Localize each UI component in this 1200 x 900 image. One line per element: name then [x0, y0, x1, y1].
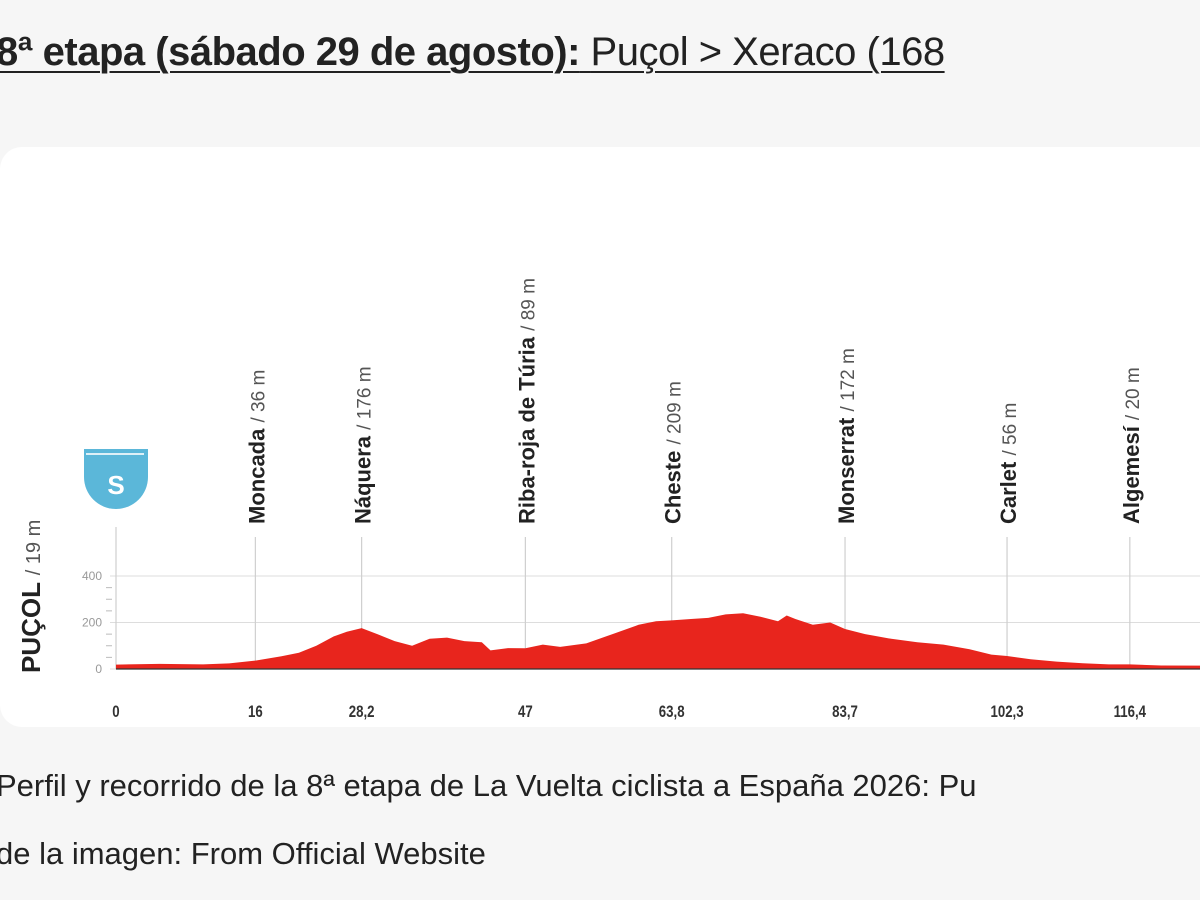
caption-line-1: Perfil y recorrido de la 8ª etapa de La … — [0, 768, 977, 803]
x-tick-label: 16 — [248, 703, 263, 722]
waypoint-name: Cheste — [661, 445, 686, 524]
start-badge — [84, 449, 148, 509]
waypoint-name: Monserrat — [834, 412, 859, 524]
waypoint-altitude: / 20 m — [1123, 367, 1144, 420]
start-badge-letter: S — [107, 470, 124, 500]
waypoint-label: Monserrat / 172 m — [834, 348, 859, 524]
waypoint-name: Algemesí — [1119, 420, 1144, 524]
waypoint-name: Náquera — [351, 430, 376, 524]
waypoint-label: Cheste / 209 m — [661, 381, 686, 524]
waypoint-altitude: / 36 m — [248, 370, 269, 423]
y-tick-label: 0 — [95, 662, 102, 676]
start-town-name: PUÇOL — [16, 575, 46, 673]
y-tick-label: 400 — [82, 569, 102, 583]
waypoint-name: Moncada — [244, 423, 269, 524]
waypoint-altitude: / 56 m — [1000, 403, 1021, 456]
start-town-altitude: / 19 m — [23, 520, 45, 576]
stage-heading-route: Puçol > Xeraco (168 — [590, 30, 946, 74]
x-tick-label: 0 — [112, 703, 119, 722]
waypoint-altitude: / 89 m — [518, 278, 539, 331]
x-tick-label: 63,8 — [659, 703, 685, 722]
waypoint-name: Carlet — [996, 456, 1021, 524]
waypoint-label: Carlet / 56 m — [996, 403, 1021, 524]
waypoint-name: Riba-roja de Túria — [514, 331, 539, 524]
stage-heading-bold: 8ª etapa (sábado 29 de agosto): — [0, 30, 580, 74]
waypoint-altitude: / 176 m — [355, 366, 376, 429]
elevation-area — [116, 613, 1200, 669]
waypoint-altitude: / 209 m — [665, 381, 686, 444]
y-tick-label: 200 — [82, 616, 102, 630]
x-tick-label: 102,3 — [990, 703, 1023, 722]
waypoint-label: Algemesí / 20 m — [1119, 367, 1144, 524]
waypoint-label: Moncada / 36 m — [244, 370, 269, 524]
stage-heading[interactable]: 8ª etapa (sábado 29 de agosto): Puçol > … — [0, 24, 945, 80]
waypoint-label: Náquera / 176 m — [351, 366, 376, 524]
waypoint-altitude: / 172 m — [838, 348, 859, 411]
profile-card: 0 200 400 Moncada / 36 m Náquera / 176 m Rib… — [0, 147, 1200, 727]
x-tick-label: 83,7 — [832, 703, 858, 722]
waypoint-label: Riba-roja de Túria / 89 m — [514, 278, 539, 524]
x-tick-label: 28,2 — [349, 703, 375, 722]
elevation-profile-chart: 0 200 400 Moncada / 36 m Náquera / 176 m Rib… — [16, 278, 1200, 722]
caption-line-2: de la imagen: From Official Website — [0, 836, 486, 871]
x-tick-label: 116,4 — [1114, 703, 1147, 722]
start-town-label: PUÇOL / 19 m — [16, 520, 46, 673]
x-tick-label: 47 — [518, 703, 533, 722]
